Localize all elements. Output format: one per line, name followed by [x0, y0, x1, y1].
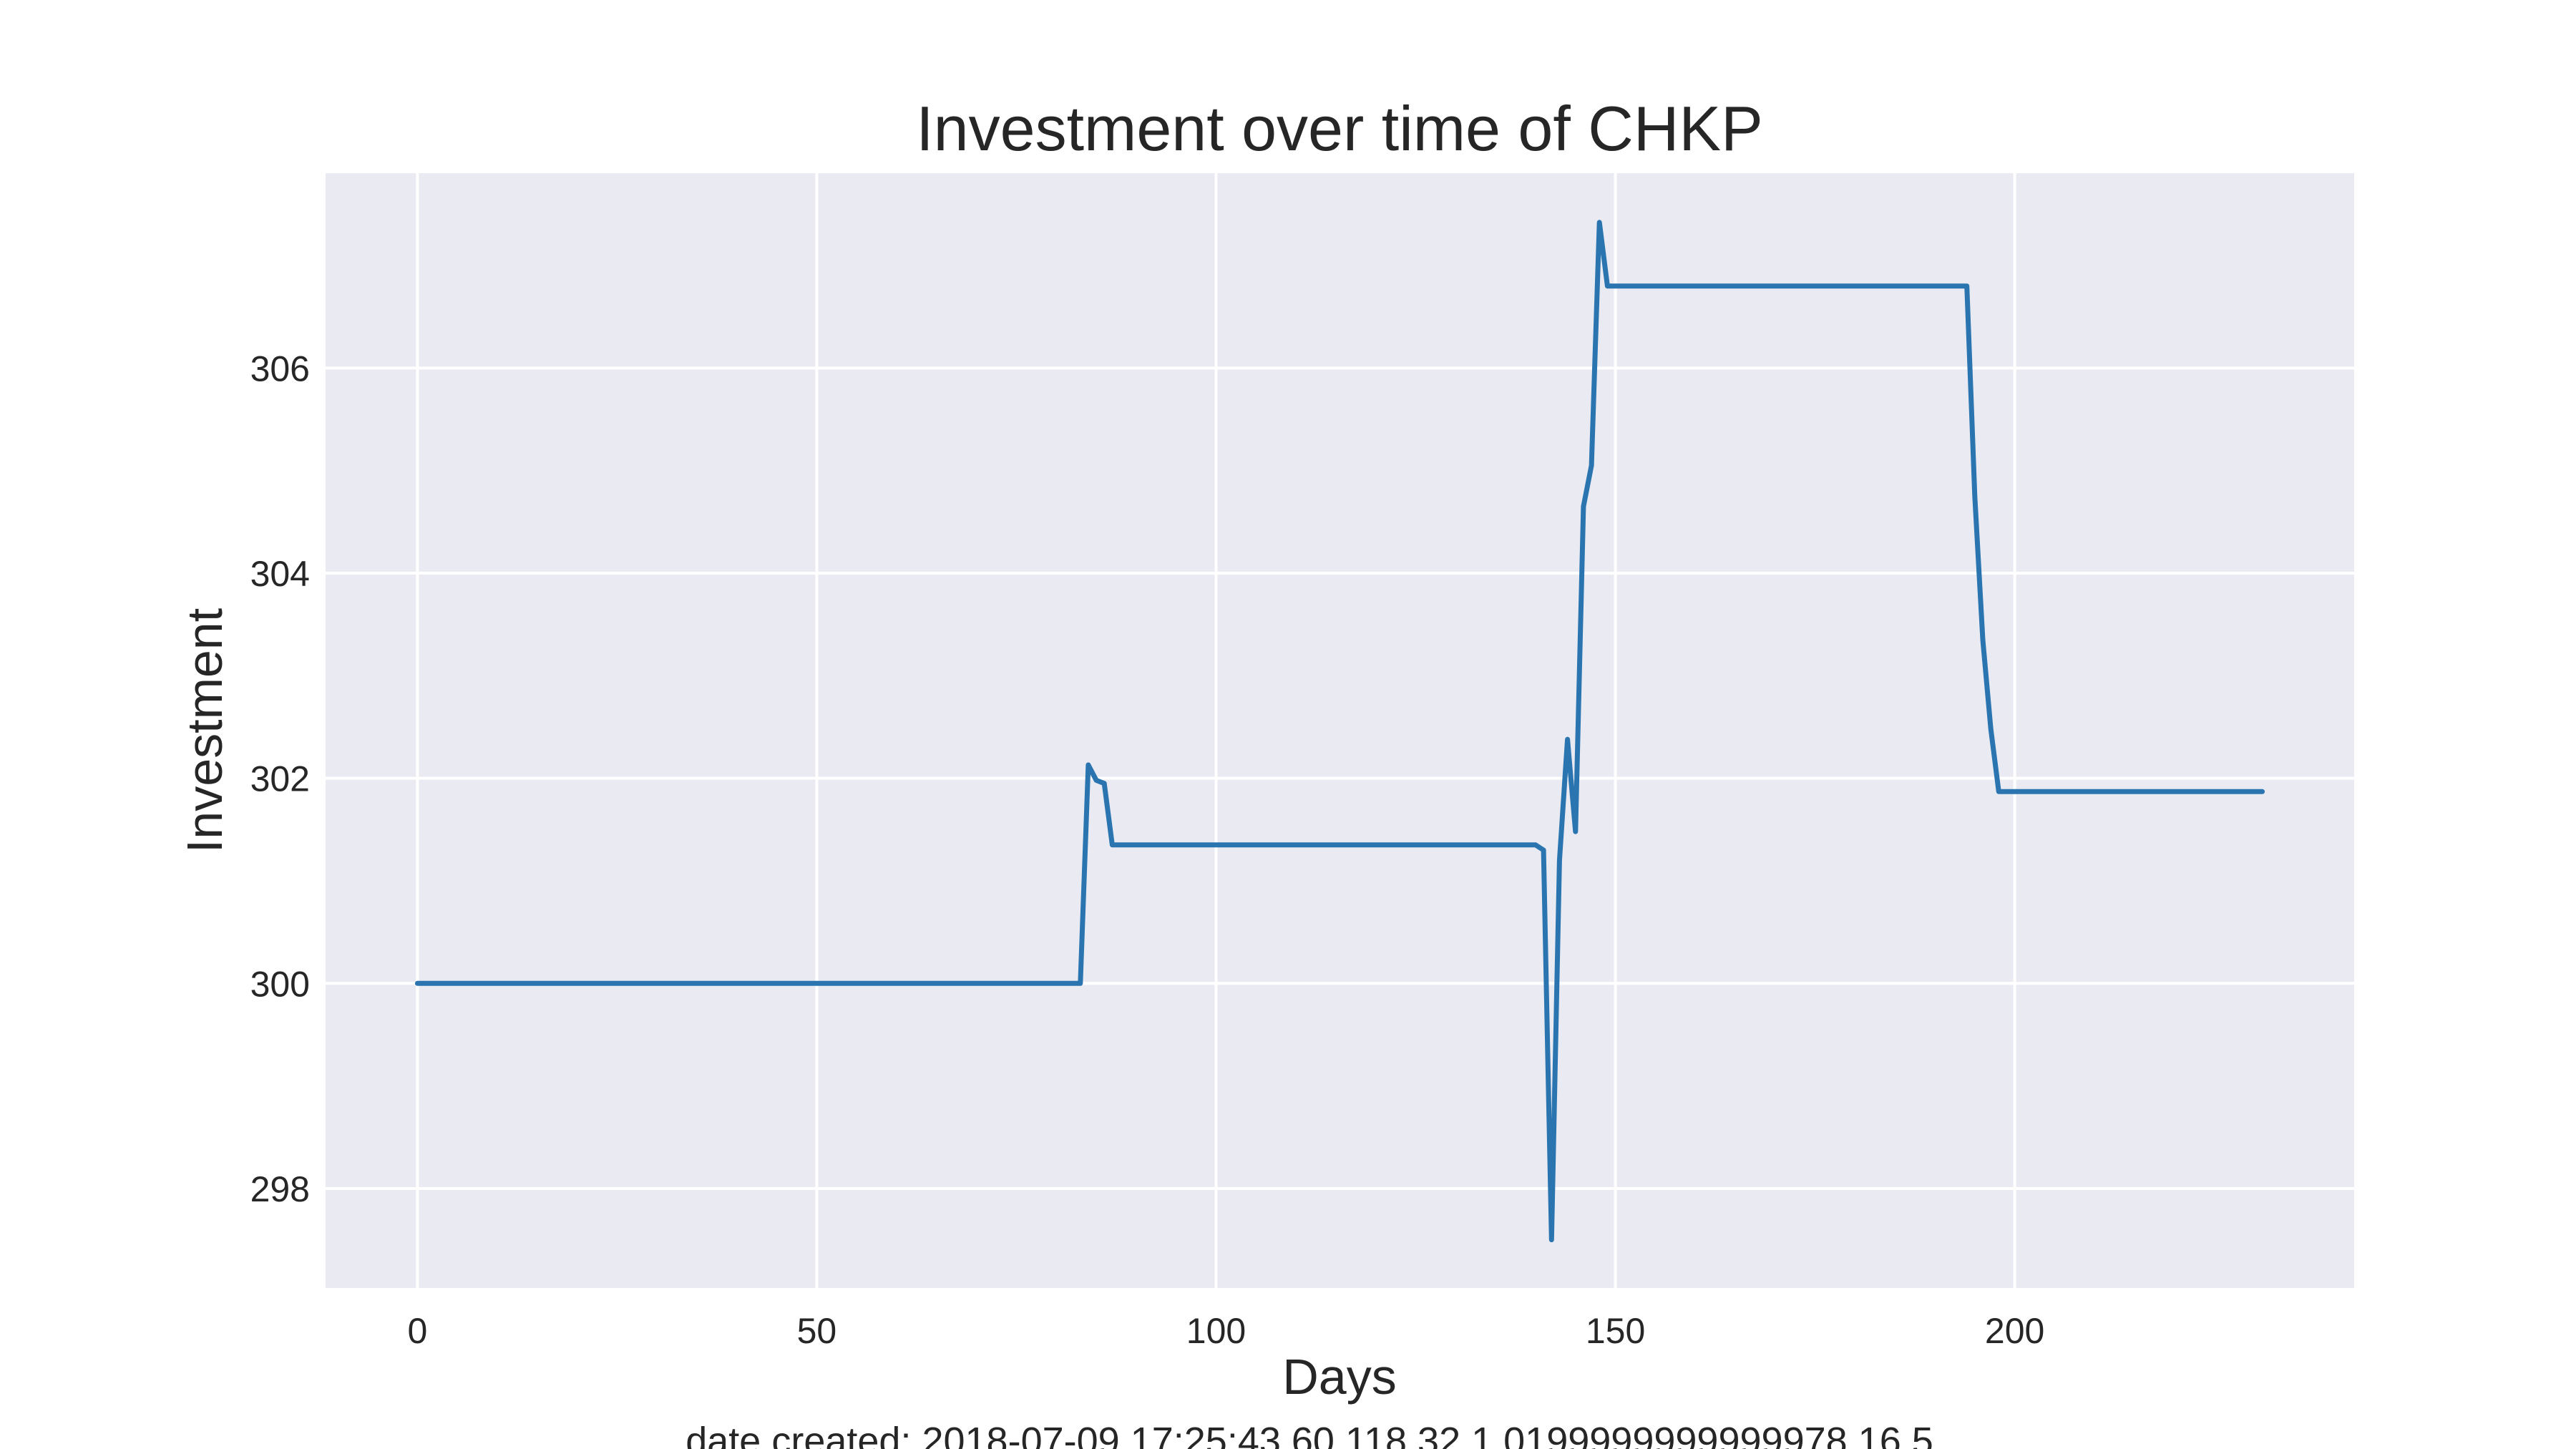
x-tick-label: 50: [797, 1311, 837, 1351]
x-tick-label: 200: [1985, 1311, 2044, 1351]
x-grid-lines: [416, 173, 2016, 1288]
y-tick-label: 306: [250, 348, 310, 389]
series-group: [414, 220, 2265, 1243]
chart-title: Investment over time of CHKP: [916, 93, 1763, 164]
y-axis-label: Investment: [177, 608, 233, 853]
x-axis-label: Days: [1282, 1349, 1396, 1405]
x-tick-label: 0: [407, 1311, 427, 1351]
y-tick-label: 302: [250, 759, 310, 799]
y-tick-label: 304: [250, 554, 310, 594]
investment-series-line: [414, 220, 2265, 1243]
date-created-caption: date created: 2018-07-09 17:25:43 60 118…: [686, 1420, 1933, 1449]
x-tick-label: 150: [1586, 1311, 1645, 1351]
y-tick-labels: 298 300 302 304 306: [250, 348, 310, 1209]
x-tick-labels: 0 50 100 150 200: [407, 1311, 2044, 1351]
y-tick-label: 298: [250, 1169, 310, 1209]
plot-area: [326, 173, 2354, 1288]
x-tick-label: 100: [1186, 1311, 1246, 1351]
y-tick-label: 300: [250, 964, 310, 1004]
